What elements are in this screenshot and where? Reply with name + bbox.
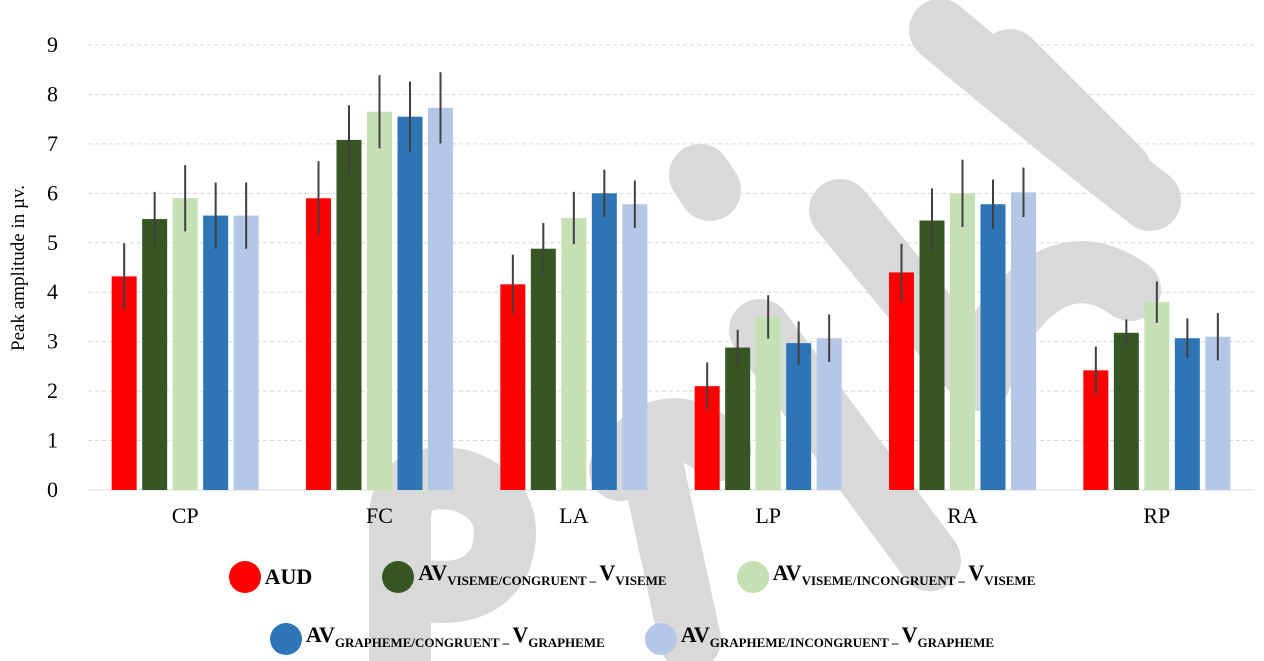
bar	[172, 198, 198, 490]
legend-label-viseme-incongruent: AVVISEME/INCONGRUENT – VVISEME	[772, 560, 1036, 588]
x-tick-label: RP	[1143, 503, 1170, 528]
y-tick-label: 8	[47, 81, 58, 106]
bar	[500, 284, 526, 490]
x-tick-labels: CP FC LA LP RA RP	[172, 503, 1171, 528]
legend-item-grapheme-incongruent: AVGRAPHEME/INCONGRUENT – VGRAPHEME	[644, 622, 995, 656]
legend-label-aud: AUD	[264, 564, 313, 589]
grid-lines	[88, 44, 1254, 491]
x-tick-label: LA	[559, 503, 588, 528]
bar	[980, 204, 1006, 490]
y-tick-label: 1	[47, 428, 58, 453]
bar	[1011, 192, 1036, 490]
bar	[203, 215, 229, 491]
bar	[111, 276, 137, 490]
legend-item-grapheme-congruent: AVGRAPHEME/CONGRUENT – VGRAPHEME	[269, 622, 605, 656]
bar	[591, 193, 617, 491]
y-tick-labels: 0 1 2 3 4 5 6 7 8 9	[47, 32, 58, 502]
bar	[816, 338, 842, 490]
bar	[1205, 336, 1231, 490]
y-tick-label: 2	[47, 378, 58, 403]
bar	[1144, 302, 1170, 490]
bar	[1174, 338, 1200, 490]
legend-row-2: AVGRAPHEME/CONGRUENT – VGRAPHEME AVGRAPH…	[0, 622, 1264, 656]
x-tick-label: CP	[172, 503, 199, 528]
legend-label-viseme-congruent: AVVISEME/CONGRUENT – VVISEME	[418, 560, 667, 588]
legend-item-viseme-incongruent: AVVISEME/INCONGRUENT – VVISEME	[736, 560, 1036, 594]
bar	[561, 218, 587, 491]
legend-swatch-viseme-incongruent	[736, 561, 769, 593]
bar	[1113, 332, 1139, 490]
legend-item-viseme-congruent: AVVISEME/CONGRUENT – VVISEME	[382, 560, 667, 594]
bar	[336, 139, 362, 490]
bar	[367, 111, 392, 490]
bar	[725, 347, 751, 490]
y-axis-label: Peak amplitude in µv.	[8, 185, 29, 351]
bar	[786, 343, 812, 490]
y-tick-label: 0	[47, 477, 58, 502]
x-tick-label: FC	[366, 503, 393, 528]
bars-layer	[111, 72, 1231, 491]
y-tick-label: 7	[47, 131, 58, 156]
bar	[622, 204, 648, 490]
bar	[142, 219, 168, 491]
legend-swatch-grapheme-incongruent	[644, 623, 677, 655]
y-tick-label: 9	[47, 32, 58, 57]
legend-label-grapheme-congruent: AVGRAPHEME/CONGRUENT – VGRAPHEME	[305, 622, 605, 650]
bar	[233, 215, 259, 491]
legend-label-grapheme-incongruent: AVGRAPHEME/INCONGRUENT – VGRAPHEME	[680, 622, 995, 650]
bar	[428, 107, 453, 491]
x-tick-label: LP	[755, 503, 781, 528]
bar	[397, 116, 423, 490]
legend-swatch-grapheme-congruent	[269, 623, 302, 655]
legend-swatch-aud	[228, 561, 261, 593]
bar	[950, 193, 975, 491]
legend-item-aud: AUD	[228, 560, 313, 594]
bar	[919, 220, 945, 490]
y-tick-label: 5	[47, 230, 58, 255]
bar	[530, 248, 556, 490]
bar-chart: 0 1 2 3 4 5 6 7 8 9 CP FC LA LP RA RP Peak amplitude i…	[8, 32, 1254, 528]
bar	[755, 316, 781, 490]
y-tick-label: 3	[47, 329, 58, 354]
y-tick-label: 6	[47, 180, 58, 205]
legend-swatch-viseme-congruent	[382, 561, 415, 593]
y-tick-label: 4	[47, 279, 58, 304]
bar	[889, 272, 914, 490]
x-tick-label: RA	[947, 503, 978, 528]
legend-row-1: AUD AVVISEME/CONGRUENT – VVISEME AVVISEM…	[0, 560, 1264, 594]
bar	[306, 198, 331, 490]
